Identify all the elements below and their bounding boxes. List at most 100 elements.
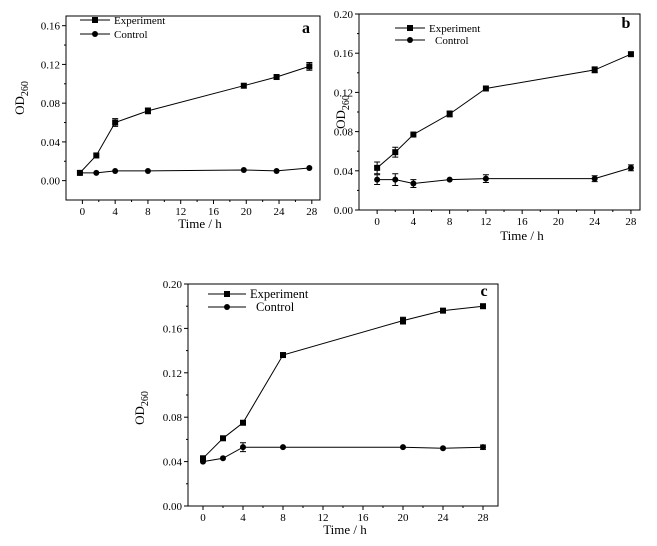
y-tick-label: 0.08	[334, 127, 354, 139]
legend-entry: Experiment	[395, 23, 480, 35]
x-tick-label: 0	[80, 206, 86, 218]
x-tick-label: 4	[411, 216, 417, 228]
panel-letter: c	[480, 283, 487, 300]
data-point	[240, 82, 247, 89]
data-point	[93, 152, 100, 159]
y-tick-label: 0.00	[334, 205, 354, 217]
data-point	[240, 166, 247, 173]
legend-entry: Experiment	[80, 15, 165, 27]
x-tick-label: 8	[447, 216, 453, 228]
y-tick-label: 0.20	[334, 9, 354, 21]
data-point	[144, 167, 151, 174]
x-tick-label: 20	[553, 216, 565, 228]
x-tick-label: 28	[478, 512, 490, 524]
x-axis-label: Time / h	[178, 216, 222, 231]
y-tick-label: 0.04	[163, 457, 183, 469]
data-point	[591, 66, 598, 73]
data-point	[112, 167, 119, 174]
y-tick-label: 0.16	[334, 48, 354, 60]
y-tick-label: 0.20	[163, 279, 183, 291]
data-point	[306, 165, 313, 172]
legend-label: Experiment	[429, 23, 480, 35]
data-point	[446, 176, 453, 183]
series-experiment	[374, 51, 634, 175]
data-point	[200, 458, 206, 465]
x-axis-label: Time / h	[323, 522, 367, 537]
x-tick-label: 20	[398, 512, 410, 524]
x-tick-label: 8	[280, 512, 286, 524]
data-point	[306, 63, 313, 70]
x-tick-label: 24	[438, 512, 450, 524]
data-point	[280, 352, 286, 359]
data-point	[480, 303, 486, 310]
series-line	[202, 305, 484, 459]
x-tick-label: 16	[517, 216, 529, 228]
data-point	[76, 169, 83, 176]
y-tick-label: 0.12	[163, 368, 182, 380]
data-point	[93, 169, 100, 176]
data-point	[220, 435, 226, 442]
y-tick-label: 0.00	[163, 501, 183, 513]
data-point	[446, 110, 453, 117]
legend-marker	[407, 25, 413, 31]
data-point	[144, 107, 151, 114]
data-point	[591, 175, 598, 182]
legend-marker	[407, 37, 413, 43]
data-point	[440, 445, 446, 452]
data-point	[273, 74, 280, 81]
x-tick-label: 12	[175, 206, 186, 218]
x-tick-label: 8	[145, 206, 151, 218]
data-point	[220, 455, 226, 462]
y-axis-label: OD260	[333, 95, 352, 129]
x-tick-label: 0	[374, 216, 380, 228]
chart-panel-a: 0 4 8 12 16 20 24 28 0.00 0.04 0.08 0.12 0.16 Time / …	[12, 15, 321, 231]
x-tick-label: 4	[240, 512, 246, 524]
data-point	[392, 176, 399, 183]
y-tick-label: 0.04	[41, 137, 61, 149]
data-point	[400, 317, 406, 324]
data-point	[627, 164, 634, 171]
legend-label: Control	[256, 300, 295, 314]
chart-panel-b: 0 4 8 12 16 20 24 28 0.00 0.04 0.08 0.12 0.16 0.20 Tim…	[333, 9, 641, 243]
x-tick-label: 24	[589, 216, 601, 228]
x-tick-label: 12	[318, 512, 329, 524]
data-point	[374, 164, 381, 171]
data-point	[200, 455, 206, 462]
y-tick-label: 0.04	[334, 166, 354, 178]
data-point	[374, 176, 381, 183]
data-point	[280, 444, 286, 451]
y-tick-label: 0.16	[163, 323, 183, 335]
series-control	[76, 165, 313, 176]
y-tick-label: 0.00	[41, 176, 61, 188]
x-tick-label: 4	[112, 206, 118, 218]
x-tick-label: 28	[306, 206, 318, 218]
legend-entry: Control	[208, 300, 295, 314]
series-experiment	[200, 303, 486, 462]
chart-panel-c: 0 4 8 12 16 20 24 28 0.00 0.04 0.08 0.12 0.16 0.20 Tim…	[132, 279, 499, 537]
data-point	[627, 51, 634, 58]
data-point	[410, 180, 417, 187]
data-point	[482, 85, 489, 92]
legend-label: Control	[435, 35, 469, 47]
y-tick-label: 0.12	[41, 59, 60, 71]
series-control	[374, 164, 634, 188]
x-tick-label: 28	[625, 216, 637, 228]
x-axis-label: Time / h	[500, 228, 544, 243]
data-point	[112, 119, 119, 126]
plot-frame	[65, 15, 321, 201]
panel-letter: b	[622, 15, 631, 32]
y-tick-label: 0.08	[41, 98, 61, 110]
legend-marker	[224, 291, 230, 297]
x-tick-label: 0	[200, 512, 206, 524]
data-point	[400, 444, 406, 451]
legend-label: Experiment	[250, 287, 309, 301]
data-point	[273, 167, 280, 174]
y-axis-label: OD260	[12, 81, 31, 115]
y-axis-label: OD260	[132, 391, 151, 425]
panel-letter: a	[302, 20, 310, 37]
x-tick-label: 12	[480, 216, 491, 228]
legend-label: Experiment	[114, 15, 165, 27]
legend-entry: Control	[80, 29, 148, 41]
plot-frame	[187, 283, 499, 507]
